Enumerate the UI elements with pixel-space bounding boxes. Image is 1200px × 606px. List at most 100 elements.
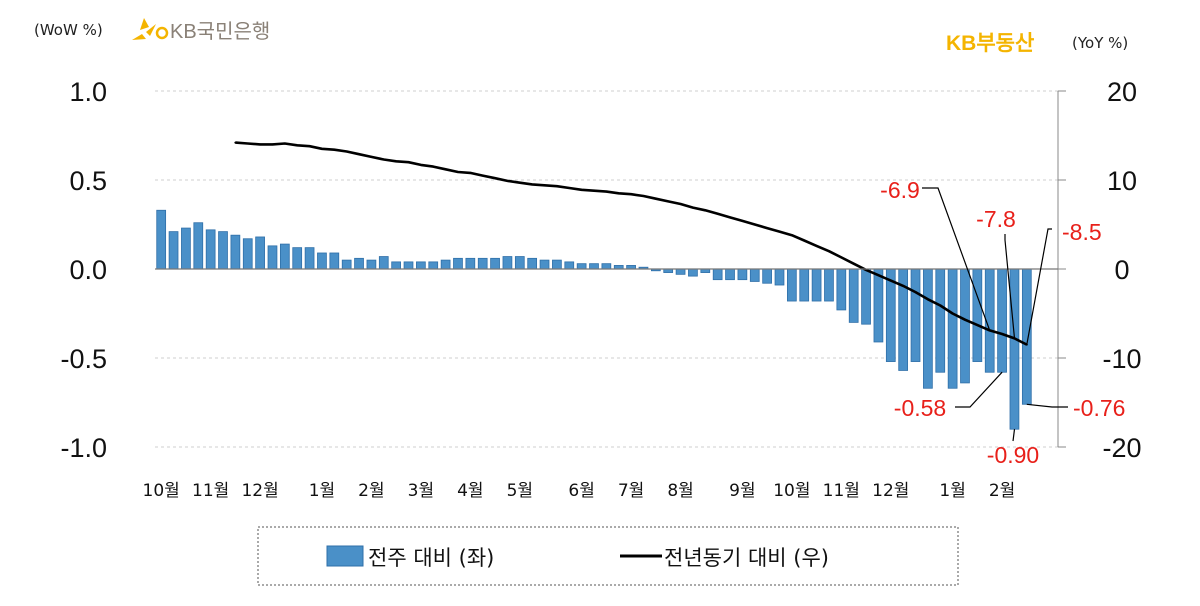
x-tick-label: 12월	[872, 481, 909, 501]
bar	[502, 256, 513, 270]
yoy-line	[235, 141, 1028, 346]
line-point	[679, 203, 682, 206]
y-left-tick-label: -0.5	[60, 344, 107, 374]
annotation-leader	[955, 371, 1003, 408]
bar	[317, 252, 327, 270]
annotations: -6.9 -7.8 -8.5 -0.58 -0.90 -0.76	[880, 177, 1125, 468]
annotation-leader	[1004, 234, 1016, 339]
line-point	[605, 190, 608, 193]
line-point	[778, 230, 781, 233]
line-point	[259, 143, 262, 146]
bar	[774, 268, 785, 286]
bar	[391, 261, 401, 270]
bar	[168, 231, 179, 270]
bar	[403, 261, 414, 270]
line-point	[852, 262, 855, 265]
line-point	[877, 274, 880, 277]
x-tick-label: 5월	[507, 481, 533, 501]
x-tick-label: 2월	[358, 481, 384, 501]
y-right-tick-label: 20	[1107, 77, 1137, 107]
line-point	[963, 318, 966, 321]
bar	[378, 256, 389, 270]
line-point	[518, 181, 521, 184]
bar	[725, 268, 735, 281]
bar	[255, 236, 265, 270]
annotation-label: -0.58	[894, 395, 946, 421]
bar	[242, 238, 253, 270]
bar	[428, 261, 439, 270]
bar	[564, 261, 575, 270]
bar	[354, 257, 364, 270]
bar	[527, 257, 538, 270]
x-tick-label: 8월	[667, 481, 693, 501]
bar	[997, 268, 1007, 373]
bar	[947, 268, 958, 389]
bar	[341, 259, 352, 270]
x-tick-label: 3월	[408, 481, 434, 501]
bar	[873, 268, 884, 343]
bar	[848, 268, 859, 323]
bar	[675, 268, 686, 275]
line-point	[827, 250, 830, 253]
bar	[576, 263, 587, 270]
line-point	[1001, 332, 1004, 335]
x-tick-label: 9월	[729, 481, 755, 501]
legend-label-line: 전년동기 대비 (우)	[664, 546, 829, 570]
bar	[589, 263, 599, 270]
bar	[514, 256, 525, 270]
bar	[267, 245, 278, 270]
bar	[787, 268, 797, 302]
bar	[824, 268, 834, 302]
bar	[477, 257, 488, 270]
line-point	[617, 192, 620, 195]
y-left-tick-label: 1.0	[69, 77, 107, 107]
left-brand: KB국민은행	[170, 20, 270, 43]
line-point	[370, 155, 373, 158]
bar	[230, 234, 241, 270]
bar	[762, 268, 772, 284]
x-tick-label: 12월	[241, 481, 278, 501]
line-point	[939, 304, 942, 307]
bar	[156, 209, 167, 270]
line-point	[345, 150, 348, 153]
legend-label-bar: 전주 대비 (좌)	[368, 546, 494, 570]
line-point	[432, 165, 435, 168]
annotation-leader	[1026, 403, 1068, 408]
y-right-tick-label: 10	[1107, 166, 1137, 196]
grid	[155, 90, 1058, 448]
line-point	[419, 163, 422, 166]
bar	[935, 268, 946, 373]
y-right-tick-label: 0	[1114, 255, 1129, 285]
line-point	[296, 144, 299, 147]
line-point	[741, 219, 744, 222]
line-point	[642, 195, 645, 198]
line-point	[494, 177, 497, 180]
bar	[737, 268, 748, 281]
bar	[972, 268, 983, 362]
bar	[218, 231, 228, 270]
legend: 전주 대비 (좌) 전년동기 대비 (우)	[257, 526, 959, 586]
y-left-tick-label: 0.0	[69, 255, 107, 285]
line-point	[469, 171, 472, 174]
line-point	[729, 216, 732, 219]
line-point	[271, 143, 274, 146]
bar	[279, 243, 290, 270]
x-tick-label: 7월	[618, 481, 644, 501]
line-point	[333, 148, 336, 151]
line-point	[914, 291, 917, 294]
line-point	[815, 244, 818, 247]
line-point	[691, 206, 694, 209]
annotation-leader	[1026, 228, 1052, 345]
legend-bar-swatch	[326, 545, 364, 567]
line-point	[506, 179, 509, 182]
bar	[205, 229, 216, 270]
annotation-label: -6.9	[880, 177, 920, 203]
line-point	[382, 158, 385, 161]
bar	[861, 268, 871, 325]
line-point	[766, 227, 769, 230]
bar	[440, 259, 451, 270]
right-brand: KB부동산	[946, 32, 1034, 55]
bar	[181, 227, 191, 270]
bar	[811, 268, 822, 302]
x-tick-label: 11월	[192, 481, 229, 501]
